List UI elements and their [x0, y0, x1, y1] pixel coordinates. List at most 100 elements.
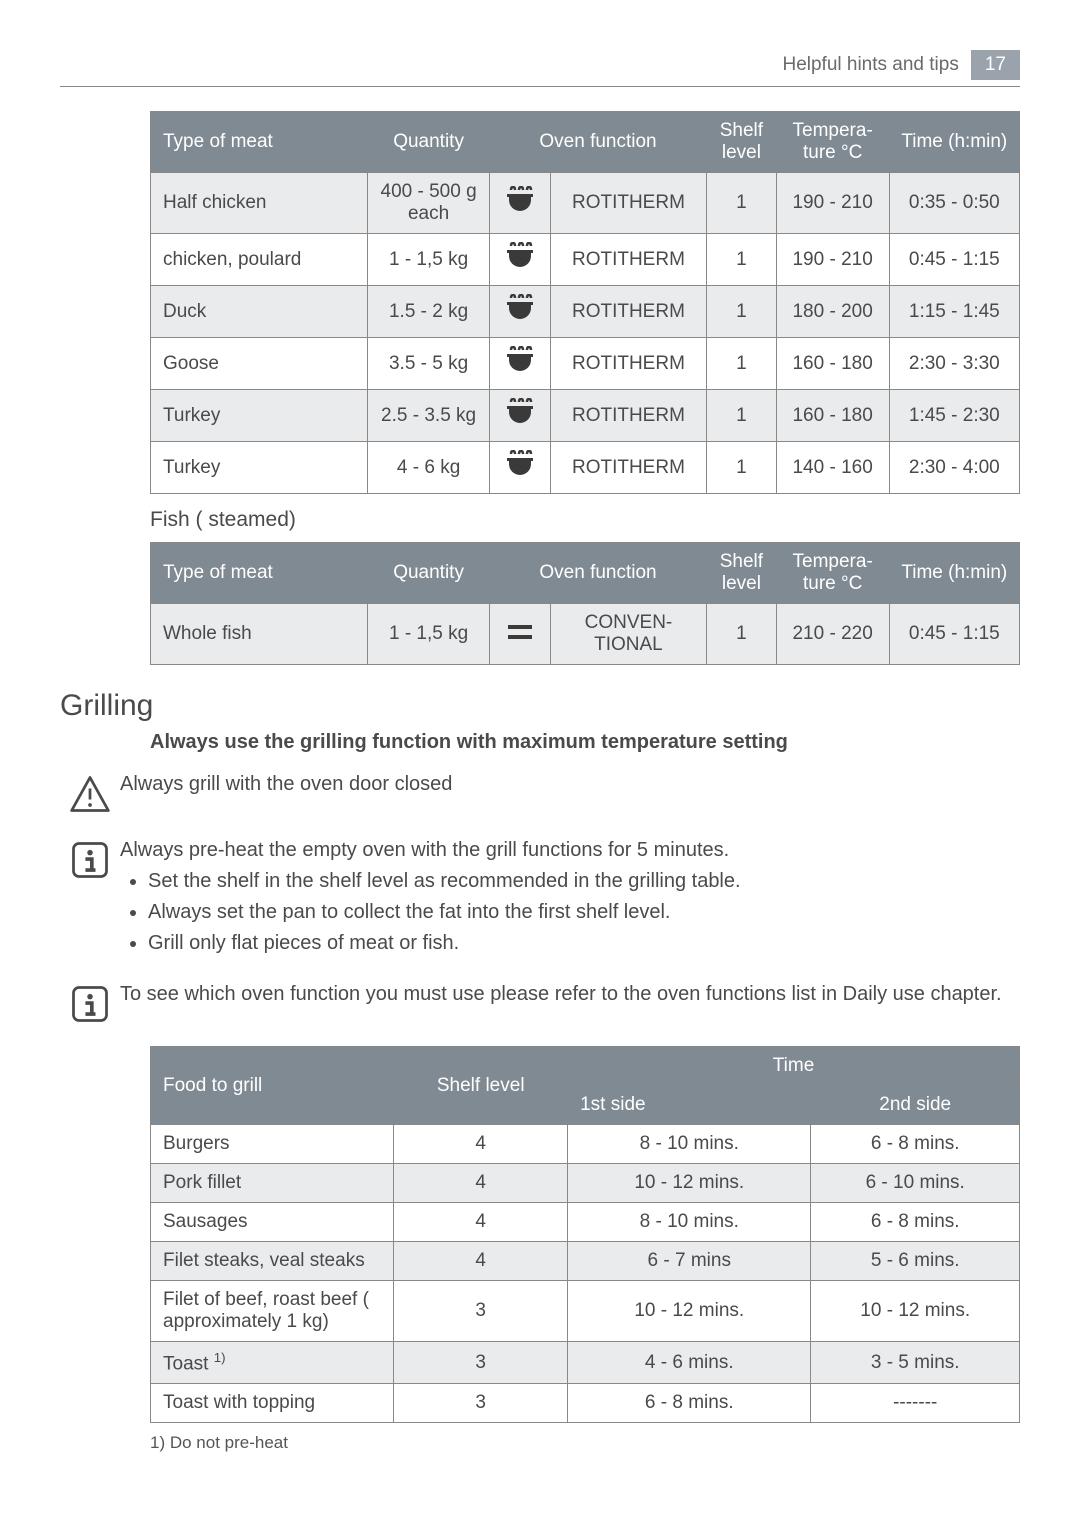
- cell-time: 1:45 - 2:30: [889, 390, 1019, 442]
- page-header: Helpful hints and tips 17: [60, 50, 1020, 87]
- cell-type: Turkey: [151, 442, 368, 494]
- info-callout-1: Always pre-heat the empty oven with the …: [60, 836, 1020, 960]
- cell-temp: 160 - 180: [776, 338, 889, 390]
- col-2nd-side: 2nd side: [811, 1086, 1020, 1125]
- cell-food: Sausages: [151, 1203, 394, 1242]
- cell-qty: 4 - 6 kg: [368, 442, 490, 494]
- info-bullet: Grill only flat pieces of meat or fish.: [148, 929, 1020, 958]
- cell-type: Goose: [151, 338, 368, 390]
- info-icon: [60, 836, 120, 882]
- cell-fn: ROTITHERM: [550, 338, 706, 390]
- rotitherm-icon: [489, 286, 550, 338]
- cell-side1: 10 - 12 mins.: [568, 1281, 811, 1342]
- warning-icon: [60, 770, 120, 816]
- cell-food: Pork fillet: [151, 1164, 394, 1203]
- rotitherm-icon: [489, 390, 550, 442]
- col-type: Type of meat: [151, 112, 368, 173]
- info-icon: [60, 980, 120, 1026]
- col-temp: Tempera- ture °C: [776, 112, 889, 173]
- cell-side2: 6 - 10 mins.: [811, 1164, 1020, 1203]
- cell-side1: 10 - 12 mins.: [568, 1164, 811, 1203]
- info-1-intro: Always pre-heat the empty oven with the …: [120, 836, 1020, 865]
- grilling-heading: Grilling: [60, 689, 1020, 723]
- cell-temp: 190 - 210: [776, 173, 889, 234]
- rotitherm-icon: [489, 338, 550, 390]
- cell-qty: 1.5 - 2 kg: [368, 286, 490, 338]
- cell-type: Turkey: [151, 390, 368, 442]
- info-1-body: Always pre-heat the empty oven with the …: [120, 836, 1020, 960]
- info-2-text: To see which oven function you must use …: [120, 980, 1020, 1009]
- cell-fn: ROTITHERM: [550, 442, 706, 494]
- cell-shelf: 4: [394, 1242, 568, 1281]
- cell-side2: 6 - 8 mins.: [811, 1125, 1020, 1164]
- cell-side1: 6 - 8 mins.: [568, 1384, 811, 1423]
- warning-text: Always grill with the oven door closed: [120, 770, 1020, 799]
- cell-time: 1:15 - 1:45: [889, 286, 1019, 338]
- cell-shelf: 3: [394, 1281, 568, 1342]
- cell-temp: 140 - 160: [776, 442, 889, 494]
- col-1st-side: 1st side: [568, 1086, 811, 1125]
- cell-side2: -------: [811, 1384, 1020, 1423]
- warning-callout: Always grill with the oven door closed: [60, 770, 1020, 816]
- cell-temp: 160 - 180: [776, 390, 889, 442]
- cell-shelf: 1: [707, 286, 777, 338]
- col-temp: Tempera- ture °C: [776, 543, 889, 604]
- cell-side2: 5 - 6 mins.: [811, 1242, 1020, 1281]
- cell-type: Duck: [151, 286, 368, 338]
- cell-side1: 8 - 10 mins.: [568, 1125, 811, 1164]
- cell-food: Toast 1): [151, 1342, 394, 1384]
- info-bullet: Always set the pan to collect the fat in…: [148, 898, 1020, 927]
- cell-shelf: 1: [707, 390, 777, 442]
- meat-cooking-table: Type of meat Quantity Oven function Shel…: [150, 111, 1020, 494]
- cell-time: 2:30 - 3:30: [889, 338, 1019, 390]
- cell-side1: 6 - 7 mins: [568, 1242, 811, 1281]
- col-shelf: Shelf level: [707, 112, 777, 173]
- cell-qty: 3.5 - 5 kg: [368, 338, 490, 390]
- col-time: Time (h:min): [889, 543, 1019, 604]
- cell-shelf: 1: [707, 442, 777, 494]
- cell-time: 2:30 - 4:00: [889, 442, 1019, 494]
- col-fn: Oven function: [489, 112, 706, 173]
- cell-fn: CONVEN- TIONAL: [550, 604, 706, 665]
- cell-shelf: 4: [394, 1164, 568, 1203]
- cell-side1: 8 - 10 mins.: [568, 1203, 811, 1242]
- cell-time: 0:45 - 1:15: [889, 604, 1019, 665]
- cell-shelf: 3: [394, 1384, 568, 1423]
- col-shelf: Shelf level: [394, 1047, 568, 1125]
- col-qty: Quantity: [368, 543, 490, 604]
- info-callout-2: To see which oven function you must use …: [60, 980, 1020, 1026]
- col-time: Time: [568, 1047, 1020, 1086]
- cell-shelf: 1: [707, 338, 777, 390]
- footnote: 1) Do not pre-heat: [150, 1433, 1020, 1453]
- cell-side2: 3 - 5 mins.: [811, 1342, 1020, 1384]
- cell-temp: 180 - 200: [776, 286, 889, 338]
- cell-side2: 6 - 8 mins.: [811, 1203, 1020, 1242]
- cell-qty: 1 - 1,5 kg: [368, 234, 490, 286]
- cell-shelf: 1: [707, 604, 777, 665]
- cell-fn: ROTITHERM: [550, 390, 706, 442]
- cell-shelf: 4: [394, 1203, 568, 1242]
- cell-shelf: 3: [394, 1342, 568, 1384]
- col-time: Time (h:min): [889, 112, 1019, 173]
- grilling-table: Food to grill Shelf level Time 1st side …: [150, 1046, 1020, 1423]
- cell-food: Filet steaks, veal steaks: [151, 1242, 394, 1281]
- cell-qty: 2.5 - 3.5 kg: [368, 390, 490, 442]
- col-type: Type of meat: [151, 543, 368, 604]
- cell-food: Toast with topping: [151, 1384, 394, 1423]
- cell-fn: ROTITHERM: [550, 234, 706, 286]
- cell-shelf: 1: [707, 234, 777, 286]
- fish-subtitle: Fish ( steamed): [150, 508, 1020, 532]
- cell-qty: 400 - 500 g each: [368, 173, 490, 234]
- cell-type: Half chicken: [151, 173, 368, 234]
- cell-shelf: 1: [707, 173, 777, 234]
- rotitherm-icon: [489, 173, 550, 234]
- cell-food: Filet of beef, roast beef ( approximatel…: [151, 1281, 394, 1342]
- cell-side2: 10 - 12 mins.: [811, 1281, 1020, 1342]
- cell-temp: 190 - 210: [776, 234, 889, 286]
- col-shelf: Shelf level: [707, 543, 777, 604]
- col-qty: Quantity: [368, 112, 490, 173]
- rotitherm-icon: [489, 604, 550, 665]
- cell-shelf: 4: [394, 1125, 568, 1164]
- fish-cooking-table: Type of meat Quantity Oven function Shel…: [150, 542, 1020, 665]
- cell-side1: 4 - 6 mins.: [568, 1342, 811, 1384]
